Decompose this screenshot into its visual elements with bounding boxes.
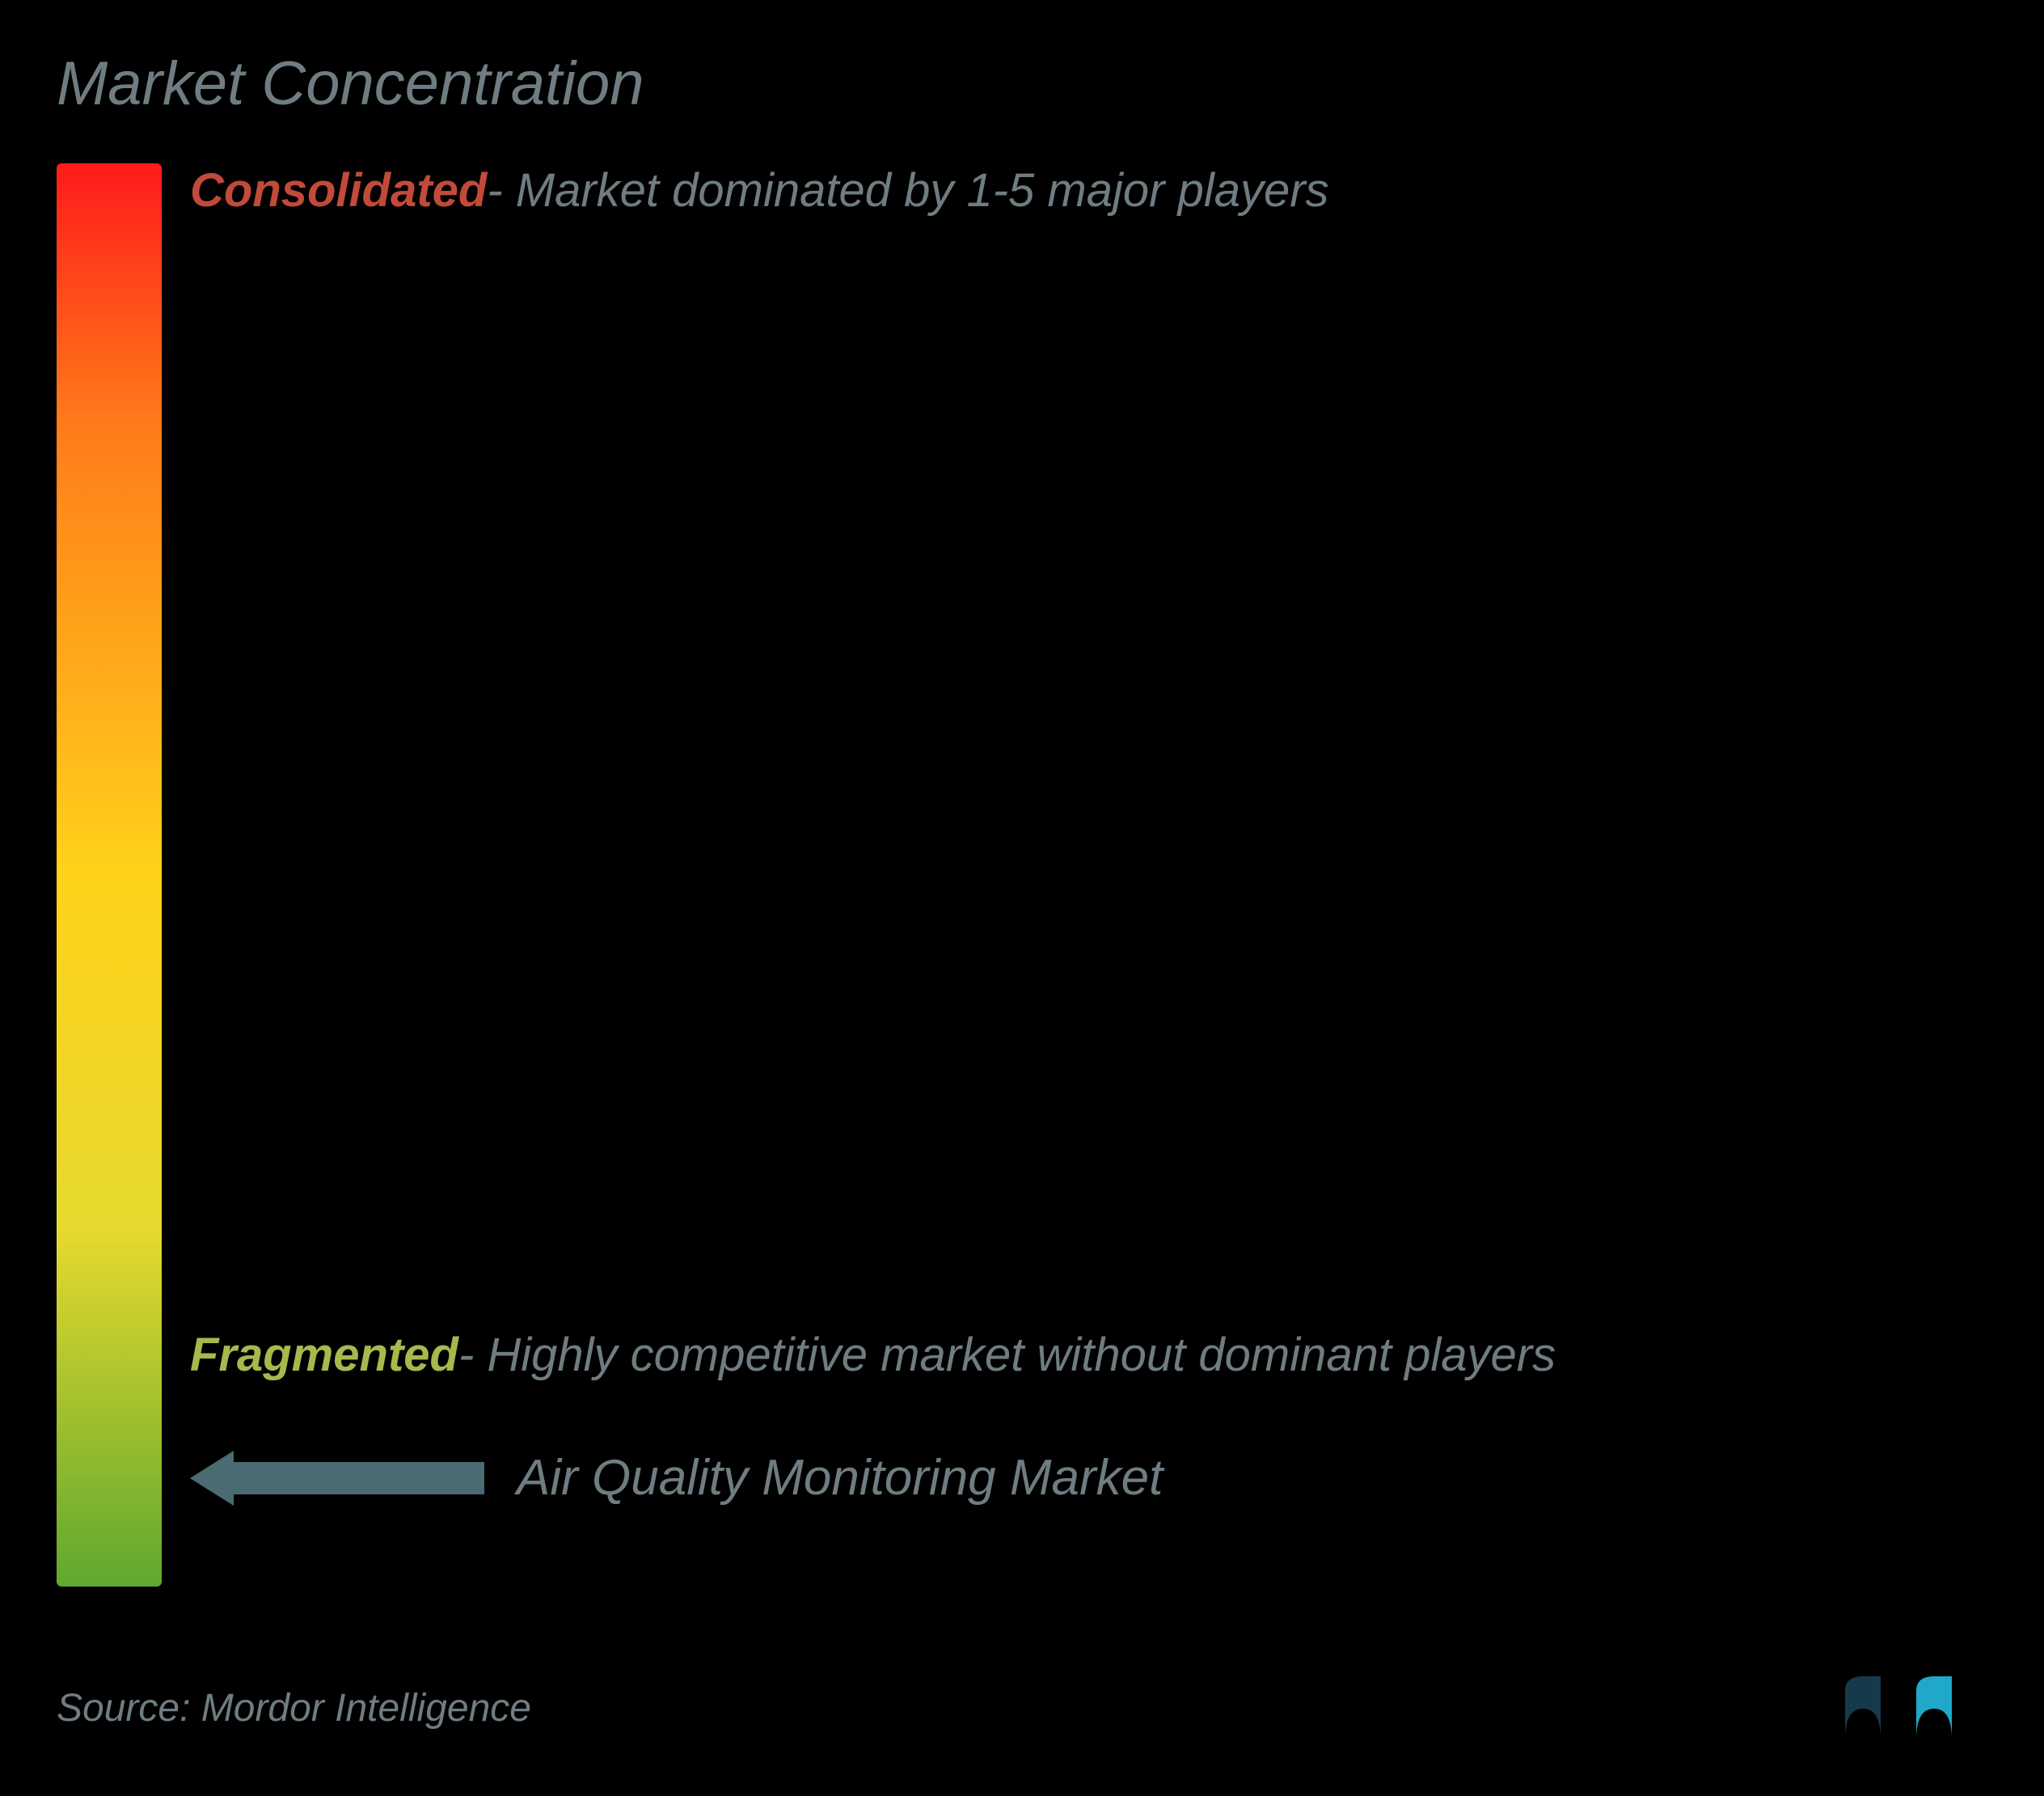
footer: Source: Mordor Intelligence xyxy=(57,1676,1987,1739)
market-position-marker: Air Quality Monitoring Market xyxy=(190,1449,1163,1507)
consolidated-description: - Market dominated by 1-5 major players xyxy=(487,163,1328,218)
arrow-left-icon xyxy=(190,1451,484,1506)
page-title: Market Concentration xyxy=(57,49,1987,119)
labels-column: Consolidated - Market dominated by 1-5 m… xyxy=(190,163,1987,1587)
source-attribution: Source: Mordor Intelligence xyxy=(57,1686,531,1730)
fragmented-description: - Highly competitive market without domi… xyxy=(458,1328,1556,1382)
content-row: Consolidated - Market dominated by 1-5 m… xyxy=(57,163,1987,1587)
fragmented-label-row: Fragmented - Highly competitive market w… xyxy=(190,1328,1556,1382)
mordor-logo-icon xyxy=(1845,1676,1987,1739)
consolidated-label-row: Consolidated - Market dominated by 1-5 m… xyxy=(190,163,1329,218)
concentration-gradient-bar xyxy=(57,163,162,1587)
consolidated-key: Consolidated xyxy=(190,163,487,218)
market-name-label: Air Quality Monitoring Market xyxy=(517,1449,1163,1507)
fragmented-key: Fragmented xyxy=(190,1328,458,1382)
